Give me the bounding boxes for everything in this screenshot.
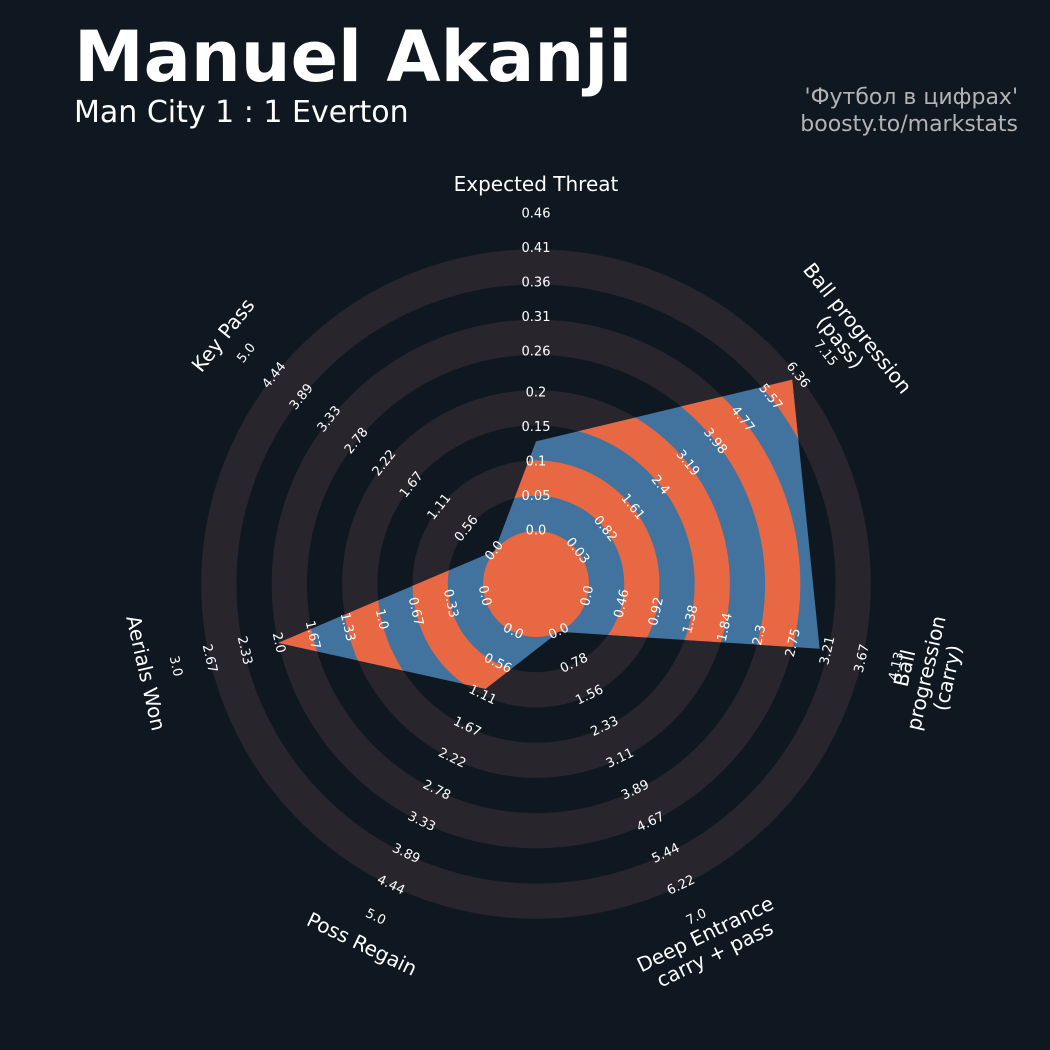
range-label: 0.15 — [522, 420, 551, 435]
range-label: 0.0 — [526, 524, 547, 539]
range-label: 2.33 — [234, 635, 255, 667]
range-label: 2.3 — [750, 623, 769, 647]
range-label: 2.0 — [269, 631, 288, 655]
range-label: 2.75 — [783, 627, 804, 659]
range-label: 1.38 — [680, 604, 701, 636]
range-label: 1.67 — [302, 619, 323, 651]
range-label: 0.31 — [522, 310, 551, 325]
ring — [201, 249, 871, 919]
chart-title: Manuel Akanji — [74, 16, 632, 98]
range-label: 4.13 — [886, 651, 907, 683]
alt-band — [412, 460, 660, 689]
range-label: 0.33 — [440, 588, 461, 620]
range-label: 0.05 — [522, 489, 551, 504]
range-label: 0.67 — [405, 596, 426, 628]
credit: boosty.to/markstats — [800, 112, 1018, 137]
alt-band — [483, 531, 589, 637]
range-label: 0.92 — [646, 596, 667, 628]
range-label: 1.33 — [337, 611, 358, 643]
range-label: 1.84 — [715, 611, 736, 643]
range-label: 0.26 — [522, 344, 551, 359]
range-label: 1.0 — [372, 608, 391, 632]
range-label: 0.46 — [522, 207, 551, 222]
range-label: 3.67 — [852, 643, 873, 675]
range-label: 0.41 — [522, 241, 551, 256]
range-label: 0.0 — [578, 584, 597, 608]
credit: 'Футбол в цифрах' — [805, 85, 1018, 110]
chart-subtitle: Man City 1 : 1 Everton — [74, 95, 409, 130]
range-label: 3.21 — [817, 635, 838, 667]
range-label: 0.46 — [612, 588, 633, 620]
param-label: Expected Threat — [453, 172, 619, 196]
range-label: 0.0 — [475, 584, 494, 608]
range-label: 0.1 — [526, 455, 547, 470]
range-label: 0.36 — [522, 275, 551, 290]
range-label: 0.2 — [526, 386, 547, 401]
range-label: 3.0 — [166, 655, 185, 679]
range-label: 2.67 — [199, 643, 220, 675]
